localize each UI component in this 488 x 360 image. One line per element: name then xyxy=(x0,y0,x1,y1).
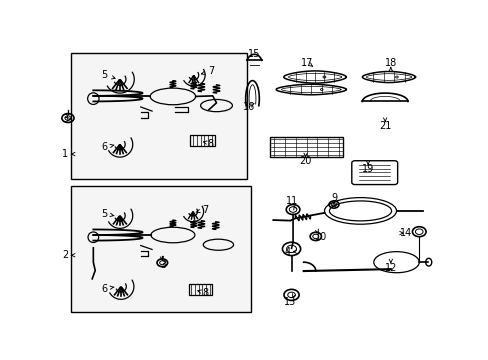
Text: 5: 5 xyxy=(102,209,108,219)
Bar xyxy=(188,284,212,295)
Text: 12: 12 xyxy=(384,263,396,273)
Text: 8: 8 xyxy=(207,139,213,149)
Text: 5: 5 xyxy=(102,70,108,80)
Text: 6: 6 xyxy=(102,142,107,152)
Text: 6: 6 xyxy=(102,284,107,293)
Text: 15: 15 xyxy=(248,49,260,59)
Text: 18: 18 xyxy=(384,58,396,68)
Text: 20: 20 xyxy=(299,156,311,166)
Text: 21: 21 xyxy=(378,121,390,131)
Text: 11: 11 xyxy=(285,196,298,206)
Text: 9: 9 xyxy=(330,193,336,203)
Bar xyxy=(189,135,214,146)
Bar xyxy=(70,53,246,179)
Text: 4: 4 xyxy=(284,247,290,257)
Bar xyxy=(269,136,343,157)
Text: 16: 16 xyxy=(242,102,254,112)
Text: 2: 2 xyxy=(61,250,68,260)
Text: 10: 10 xyxy=(314,232,326,242)
Text: 1: 1 xyxy=(61,149,68,159)
Text: 14: 14 xyxy=(399,228,411,238)
Text: 13: 13 xyxy=(284,297,296,307)
Bar xyxy=(70,186,250,312)
Text: 19: 19 xyxy=(361,164,373,174)
Text: 3: 3 xyxy=(160,260,166,270)
Text: 7: 7 xyxy=(207,66,214,76)
Text: 8: 8 xyxy=(202,288,208,298)
Text: 3: 3 xyxy=(61,114,68,125)
Text: 17: 17 xyxy=(301,58,313,68)
Text: 7: 7 xyxy=(202,204,208,215)
